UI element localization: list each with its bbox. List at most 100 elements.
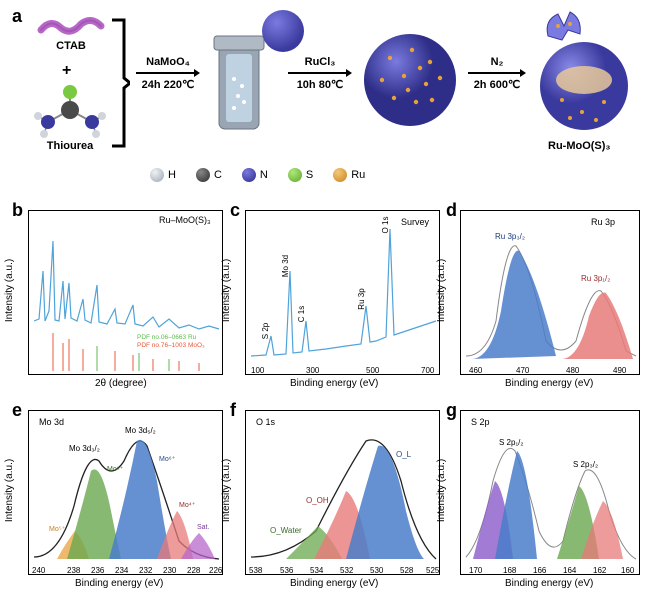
svg-text:Mo 3d: Mo 3d [39, 417, 64, 427]
svg-text:168: 168 [503, 566, 517, 575]
svg-text:Ru 3p₃/₂: Ru 3p₃/₂ [495, 232, 525, 241]
autoclave-graphic [204, 24, 274, 139]
svg-text:Mo⁴⁺: Mo⁴⁺ [179, 502, 196, 509]
chart-e-xlabel: Binding energy (eV) [75, 578, 163, 589]
svg-text:232: 232 [139, 566, 153, 575]
bracket-icon [110, 18, 130, 148]
legend-ru: Ru [333, 168, 365, 182]
svg-text:Ru 3p₁/₂: Ru 3p₁/₂ [581, 274, 610, 283]
step1-cond: 24h 220℃ [136, 78, 200, 91]
step3-reagent: N₂ [468, 56, 526, 68]
svg-text:Mo⁶⁺: Mo⁶⁺ [107, 466, 124, 473]
product-sphere [534, 34, 634, 134]
label-b: b [12, 200, 23, 221]
chart-b-xrd: Ru–MoO(S)₃ PDF no.06–0663 Ru PDF no.76–1… [28, 210, 223, 375]
svg-text:PDF no.06–0663 Ru: PDF no.06–0663 Ru [137, 334, 197, 341]
thiourea-graphic: Thiourea [30, 80, 110, 152]
chart-g-xlabel: Binding energy (eV) [505, 578, 593, 589]
svg-text:170: 170 [469, 566, 483, 575]
svg-text:160: 160 [621, 566, 635, 575]
svg-text:100: 100 [251, 366, 265, 375]
svg-text:525: 525 [426, 566, 440, 575]
step3-label: N₂ 2h 600℃ [468, 56, 526, 91]
label-a: a [12, 6, 22, 27]
svg-text:226: 226 [209, 566, 223, 575]
svg-text:O_OH: O_OH [306, 496, 329, 505]
chart-c-xlabel: Binding energy (eV) [290, 378, 378, 389]
svg-text:700: 700 [421, 366, 435, 375]
step2-cond: 10h 80℃ [288, 78, 352, 91]
chart-e-ylabel: Intensity (a.u.) [4, 459, 15, 522]
svg-text:538: 538 [249, 566, 263, 575]
svg-text:164: 164 [563, 566, 577, 575]
ctab-worm-icon [36, 12, 106, 40]
svg-text:234: 234 [115, 566, 129, 575]
svg-text:O_Water: O_Water [270, 526, 302, 535]
chart-c-ylabel: Intensity (a.u.) [221, 259, 232, 322]
sphere-2 [360, 30, 460, 130]
svg-text:O 1s: O 1s [381, 217, 390, 234]
cracked-sphere [540, 6, 586, 46]
svg-text:460: 460 [469, 366, 483, 375]
chart-d-ylabel: Intensity (a.u.) [436, 259, 447, 322]
svg-text:162: 162 [593, 566, 607, 575]
svg-text:O 1s: O 1s [256, 417, 276, 427]
svg-text:528: 528 [400, 566, 414, 575]
svg-text:Ru 3p: Ru 3p [357, 288, 366, 310]
chart-e-mo3d: Mo 3d Mo 3d₃/₂ Mo 3d₅/₂ Mo⁵⁺ Mo⁶⁺ Mo⁶⁺ M… [28, 410, 223, 575]
svg-text:S 2p: S 2p [261, 322, 270, 339]
step1-reagent: NaMoO₄ [136, 56, 200, 68]
chart-g-ylabel: Intensity (a.u.) [436, 459, 447, 522]
autoclave-icon [204, 24, 274, 139]
chart-b-title: Ru–MoO(S)₃ [159, 215, 211, 225]
svg-text:530: 530 [370, 566, 384, 575]
ctab-graphic: CTAB [36, 12, 106, 52]
svg-text:Sat.: Sat. [197, 524, 210, 531]
step2-reagent: RuCl₃ [288, 56, 352, 68]
legend-s: S [288, 168, 313, 182]
svg-text:S 2p₃/₂: S 2p₃/₂ [573, 460, 598, 469]
thiourea-label: Thiourea [30, 140, 110, 152]
legend-c: C [196, 168, 222, 182]
svg-text:238: 238 [67, 566, 81, 575]
svg-text:Mo⁵⁺: Mo⁵⁺ [49, 526, 66, 533]
ctab-label: CTAB [36, 40, 106, 52]
label-f: f [230, 400, 236, 421]
svg-text:500: 500 [366, 366, 380, 375]
svg-text:228: 228 [187, 566, 201, 575]
svg-text:236: 236 [91, 566, 105, 575]
svg-text:Mo 3d₅/₂: Mo 3d₅/₂ [125, 426, 156, 435]
svg-text:Mo 3d₃/₂: Mo 3d₃/₂ [69, 444, 100, 453]
chart-d-ru3p: Ru 3p Ru 3p₃/₂ Ru 3p₁/₂ 460470480490 [460, 210, 640, 375]
svg-text:S 2p: S 2p [471, 417, 490, 427]
svg-text:532: 532 [340, 566, 354, 575]
svg-text:534: 534 [310, 566, 324, 575]
svg-text:PDF no.76–1003 MoO₃: PDF no.76–1003 MoO₃ [137, 342, 205, 349]
svg-text:S 2p₁/₂: S 2p₁/₂ [499, 438, 523, 447]
label-c: c [230, 200, 240, 221]
svg-text:300: 300 [306, 366, 320, 375]
svg-text:230: 230 [163, 566, 177, 575]
step3-cond: 2h 600℃ [468, 78, 526, 91]
svg-text:O_L: O_L [396, 450, 412, 459]
label-d: d [446, 200, 457, 221]
legend-n: N [242, 168, 268, 182]
plus-sign: + [62, 62, 71, 80]
step1-label: NaMoO₄ 24h 220℃ [136, 56, 200, 91]
label-e: e [12, 400, 22, 421]
panel-a-scheme: a CTAB + Thiourea [0, 0, 655, 200]
svg-text:Ru 3p: Ru 3p [591, 217, 615, 227]
chart-d-xlabel: Binding energy (eV) [505, 378, 593, 389]
chart-b-xlabel: 2θ (degree) [95, 378, 147, 389]
svg-text:470: 470 [516, 366, 530, 375]
svg-text:166: 166 [533, 566, 547, 575]
legend-h: H [150, 168, 176, 182]
step2-label: RuCl₃ 10h 80℃ [288, 56, 352, 91]
product-label: Ru-MoO(S)₃ [548, 140, 611, 152]
svg-text:480: 480 [566, 366, 580, 375]
chart-c-survey: Survey S 2p Mo 3d C 1s Ru 3p O 1s 100300… [245, 210, 440, 375]
chart-f-o1s: O 1s O_L O_OH O_Water 538 536 534 532 530 528… [245, 410, 440, 575]
svg-text:536: 536 [280, 566, 294, 575]
chart-b-ylabel: Intensity (a.u.) [4, 259, 15, 322]
label-g: g [446, 400, 457, 421]
